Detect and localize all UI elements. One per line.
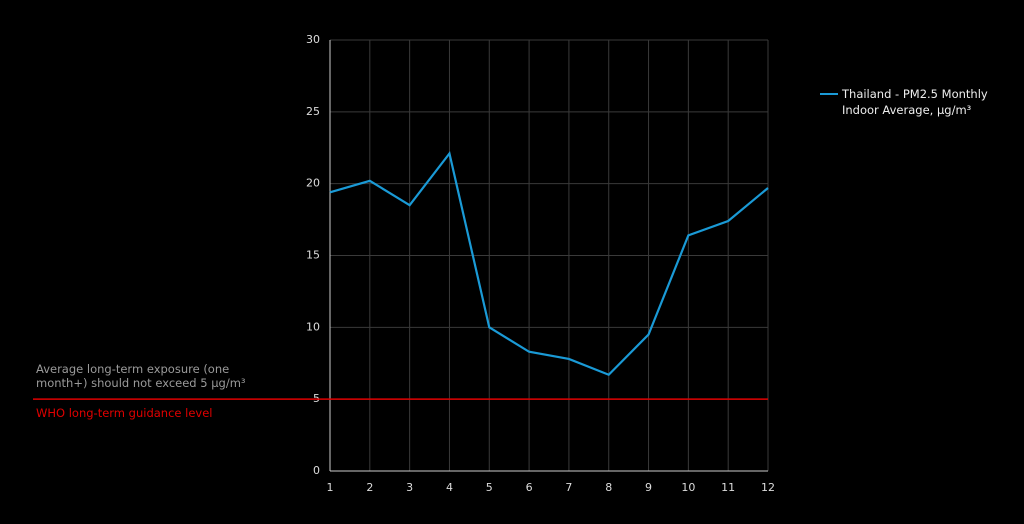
annotation: Average long-term exposure (one month+) … bbox=[36, 362, 246, 390]
legend-label: Thailand - PM2.5 Monthly Indoor Average,… bbox=[842, 87, 988, 117]
x-tick-label: 11 bbox=[721, 481, 735, 494]
reference-label: WHO long-term guidance level bbox=[36, 406, 213, 420]
x-tick-label: 7 bbox=[565, 481, 572, 494]
y-tick-label: 30 bbox=[306, 33, 320, 46]
legend-entry: Thailand - PM2.5 Monthly Indoor Average,… bbox=[820, 86, 1010, 118]
x-tick-label: 10 bbox=[681, 481, 695, 494]
x-tick-label: 8 bbox=[605, 481, 612, 494]
y-tick-label: 20 bbox=[306, 177, 320, 190]
data-line bbox=[329, 150, 769, 377]
x-tick-label: 9 bbox=[645, 481, 652, 494]
y-tick-label: 25 bbox=[306, 105, 320, 118]
y-tick-label: 10 bbox=[306, 320, 320, 333]
legend-swatch bbox=[820, 93, 838, 95]
x-tick-label: 4 bbox=[446, 481, 453, 494]
x-tick-label: 3 bbox=[406, 481, 413, 494]
x-tick-label: 5 bbox=[486, 481, 493, 494]
y-tick-label: 15 bbox=[306, 249, 320, 262]
x-tick-label: 12 bbox=[761, 481, 775, 494]
x-tick-label: 2 bbox=[366, 481, 373, 494]
legend: Thailand - PM2.5 Monthly Indoor Average,… bbox=[820, 86, 1010, 118]
x-tick-label: 6 bbox=[526, 481, 533, 494]
x-tick-label: 1 bbox=[327, 481, 334, 494]
y-tick-label: 0 bbox=[313, 464, 320, 477]
